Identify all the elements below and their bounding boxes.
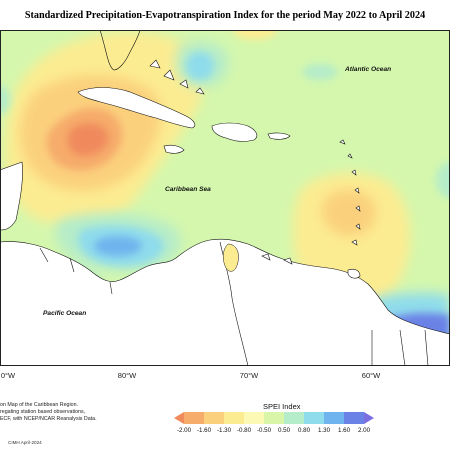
spei-map (0, 30, 450, 366)
legend-tick-label: 0.50 (277, 427, 291, 434)
legend-segment (324, 412, 345, 424)
map-title: Standardized Precipitation-Evapotranspir… (24, 10, 426, 21)
label-caribbean-sea: Caribbean Sea (165, 186, 211, 193)
legend-tick-label: 1.60 (337, 427, 351, 434)
legend-segment (344, 412, 365, 424)
label-atlantic-ocean: Atlantic Ocean (345, 66, 392, 73)
credit: CIMH April-2024 (8, 440, 42, 445)
yucatan (0, 161, 23, 231)
legend-tick-label: -2.00 (176, 427, 192, 434)
wet-patch-east (436, 162, 450, 198)
legend-segment (244, 412, 265, 424)
border-ca-1 (39, 247, 49, 263)
legend-segment (364, 412, 374, 424)
note-line-1: on Map of the Caribbean Region. (0, 402, 79, 408)
wet-region-sw-caribbean-strong (94, 236, 142, 256)
wet-patch-atlantic (302, 64, 338, 80)
note-line-2: regating station based observations, (0, 409, 86, 415)
abc-islands (261, 253, 293, 265)
legend-segment (174, 412, 184, 424)
legend-colorbar (174, 412, 374, 424)
legend-segment (284, 412, 305, 424)
puerto-rico (267, 132, 291, 140)
legend-segment (224, 412, 245, 424)
central-south-america (0, 238, 450, 366)
lon-label-90w: 0°W (0, 371, 16, 380)
wet-patch-west (0, 86, 10, 114)
legend-segment (184, 412, 205, 424)
legend-tick-label: 2.00 (357, 427, 371, 434)
land-masses (0, 30, 450, 366)
lon-label-70w: 70°W (239, 371, 259, 380)
legend-segment (204, 412, 225, 424)
wet-region-bahamas-core (186, 52, 214, 80)
legend-tick-label: 1.30 (317, 427, 331, 434)
florida (99, 30, 141, 71)
legend-tick-label: 0.80 (297, 427, 311, 434)
legend-title: SPEI Index (263, 402, 301, 411)
lesser-antilles (339, 139, 361, 246)
lake-maracaibo (223, 243, 239, 272)
jamaica (163, 144, 185, 154)
legend-tick-label: -0.80 (236, 427, 252, 434)
dry-region-east-core (322, 189, 377, 237)
trinidad (347, 268, 361, 279)
spei-map-canvas (0, 30, 450, 366)
note-line-3: ECF, with NCEP/NCAR Reanalysis Data. (0, 416, 97, 422)
legend-segment (264, 412, 285, 424)
islands (77, 59, 361, 279)
legend-tick-label: -1.60 (196, 427, 212, 434)
dry-patch-north (233, 30, 277, 40)
legend-segment (304, 412, 325, 424)
cuba (77, 87, 196, 129)
label-pacific-ocean: Pacific Ocean (43, 310, 87, 317)
border-ca-2 (69, 257, 75, 273)
lon-label-60w: 60°W (361, 371, 381, 380)
legend-tick-label: -0.50 (256, 427, 272, 434)
bahamas (149, 59, 205, 95)
border-3 (424, 329, 429, 366)
legend-tick-label: -1.30 (216, 427, 232, 434)
border-2 (399, 329, 406, 366)
hispaniola (211, 122, 258, 142)
lon-label-80w: 80°W (117, 371, 137, 380)
border-ca-3 (109, 281, 113, 295)
dry-region-core (67, 123, 109, 156)
